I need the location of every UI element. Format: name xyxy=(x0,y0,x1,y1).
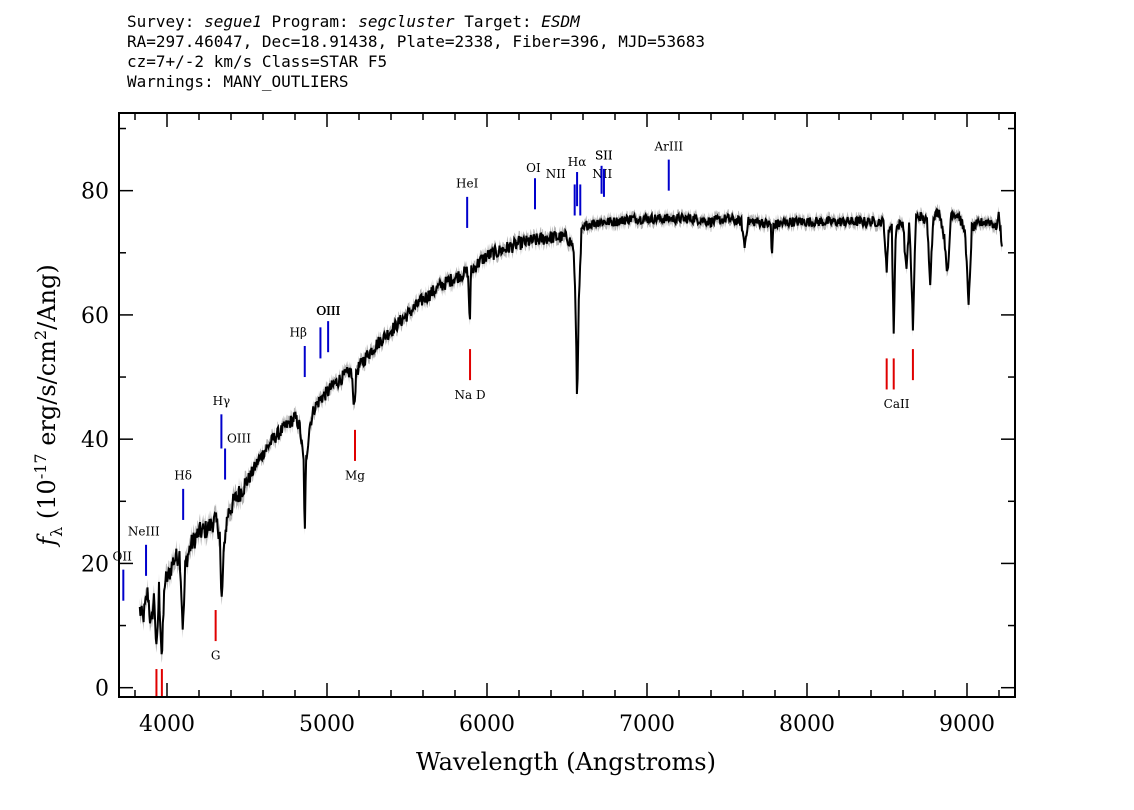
header-line-warnings: Warnings: MANY_OUTLIERS xyxy=(127,72,349,91)
spectrum-layer xyxy=(138,207,1003,655)
x-tick-label: 4000 xyxy=(139,712,195,737)
error-band-layer xyxy=(139,204,1002,663)
absorption-line-label: G xyxy=(211,649,221,663)
survey-label: Survey: xyxy=(127,12,195,31)
y-tick-label: 20 xyxy=(81,552,109,577)
y-tick-label: 40 xyxy=(81,428,109,453)
x-axis-title: Wavelength (Angstroms) xyxy=(416,748,716,776)
emission-line-label: Hδ xyxy=(174,469,192,483)
emission-line-label: OII xyxy=(113,549,133,563)
header-line-coords: RA=297.46047, Dec=18.91438, Plate=2338, … xyxy=(127,32,705,51)
emission-line-label: OIII xyxy=(227,431,251,445)
emission-line-label: NeIII xyxy=(128,524,160,538)
axes-layer: 4000 5000 6000 7000 8000 9000 0 20 40 60 80 xyxy=(81,112,1016,737)
target-label: Target: xyxy=(464,12,532,31)
plot-frame xyxy=(118,112,1016,698)
y-tick-label: 0 xyxy=(95,677,109,702)
emission-line-label: Hβ xyxy=(289,326,306,340)
spectrum-line xyxy=(138,207,1003,655)
emission-line-label: Hα xyxy=(568,155,587,169)
emission-line-label: HeI xyxy=(456,177,479,191)
emission-line-label: NII xyxy=(546,167,566,181)
emission-line-label: Hγ xyxy=(213,394,231,408)
x-tick-label: 6000 xyxy=(459,712,515,737)
survey-value: segue1 xyxy=(204,12,262,31)
emission-line-label: SII xyxy=(595,149,613,163)
y-axis-title: fλ (10-17 erg/s/cm2/Ang) xyxy=(31,264,66,547)
header-line-survey: Survey: segue1 Program: segcluster Targe… xyxy=(127,12,705,32)
absorption-line-label: CaII xyxy=(884,397,910,411)
emission-line-label: ArIII xyxy=(653,139,683,153)
y-tick-label: 80 xyxy=(81,180,109,205)
y-tick-label: 60 xyxy=(81,304,109,329)
x-tick-label: 9000 xyxy=(939,712,995,737)
emission-line-label: SII xyxy=(595,149,613,163)
program-label: Program: xyxy=(271,12,349,31)
x-tick-label: 7000 xyxy=(619,712,675,737)
emission-line-label: OI xyxy=(526,161,541,175)
absorption-line-label: Na D xyxy=(454,388,485,402)
line-markers-layer: OIINeIIIHδHγOIIIHβOIIIOIIIHeIOINIIHαNIIS… xyxy=(113,139,914,697)
emission-line-label: OIII xyxy=(317,304,341,318)
header-line-redshift: cz=7+/-2 km/s Class=STAR F5 xyxy=(127,52,388,71)
x-tick-label: 5000 xyxy=(299,712,355,737)
absorption-line-label: Mg xyxy=(345,469,365,483)
plot-header: Survey: segue1 Program: segcluster Targe… xyxy=(127,12,705,92)
x-tick-label: 8000 xyxy=(779,712,835,737)
spectrum-error-band xyxy=(139,204,1002,663)
target-value: ESDM xyxy=(541,12,580,31)
emission-line-label: OIII xyxy=(316,304,340,318)
program-value: segcluster xyxy=(358,12,455,31)
